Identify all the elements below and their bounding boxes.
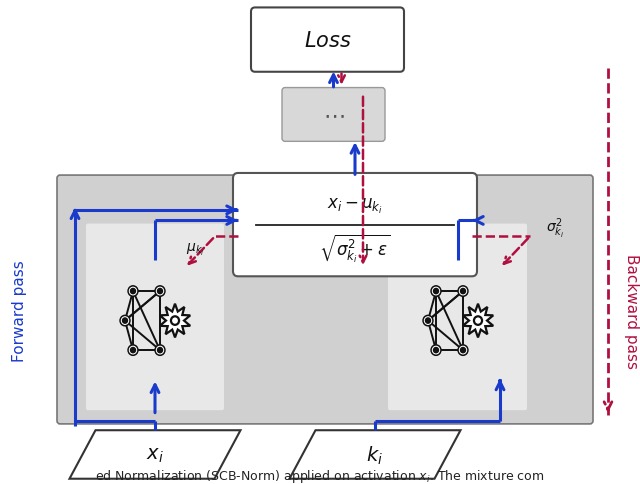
Circle shape <box>458 286 468 297</box>
Text: Forward pass: Forward pass <box>13 259 28 361</box>
Text: $\sigma^2_{k_i}$: $\sigma^2_{k_i}$ <box>546 216 564 241</box>
Polygon shape <box>463 304 493 338</box>
FancyBboxPatch shape <box>57 176 593 424</box>
Circle shape <box>423 316 433 326</box>
Circle shape <box>129 347 136 354</box>
Text: $k_i$: $k_i$ <box>367 443 383 466</box>
Circle shape <box>433 289 438 294</box>
Circle shape <box>433 347 440 354</box>
Circle shape <box>424 317 431 325</box>
Circle shape <box>458 345 468 356</box>
Circle shape <box>461 289 465 294</box>
Circle shape <box>431 345 441 356</box>
Circle shape <box>461 348 465 353</box>
Circle shape <box>122 318 127 323</box>
Circle shape <box>157 348 163 353</box>
FancyBboxPatch shape <box>251 8 404 73</box>
FancyBboxPatch shape <box>233 174 477 277</box>
Text: ed Normalization (SCB-Norm) applied on activation $x_i$. The mixture com: ed Normalization (SCB-Norm) applied on a… <box>95 467 545 484</box>
Circle shape <box>460 288 467 295</box>
Circle shape <box>155 345 165 356</box>
FancyBboxPatch shape <box>388 224 527 410</box>
Circle shape <box>433 348 438 353</box>
Circle shape <box>171 317 179 325</box>
Text: Backward pass: Backward pass <box>625 253 639 368</box>
Circle shape <box>120 316 130 326</box>
Circle shape <box>157 288 163 295</box>
Polygon shape <box>289 430 461 479</box>
Circle shape <box>128 345 138 356</box>
Circle shape <box>122 317 129 325</box>
Circle shape <box>155 286 165 297</box>
FancyBboxPatch shape <box>86 224 224 410</box>
Circle shape <box>426 318 431 323</box>
Text: $x_i$: $x_i$ <box>146 445 164 464</box>
Circle shape <box>474 317 482 325</box>
Text: $\cdots$: $\cdots$ <box>323 105 344 125</box>
Circle shape <box>460 347 467 354</box>
Polygon shape <box>70 430 241 479</box>
Circle shape <box>128 286 138 297</box>
Circle shape <box>157 289 163 294</box>
Text: $x_i - \mu_{k_i}$: $x_i - \mu_{k_i}$ <box>327 197 383 216</box>
Text: $\mathit{Loss}$: $\mathit{Loss}$ <box>303 30 351 50</box>
Circle shape <box>129 288 136 295</box>
Circle shape <box>157 347 163 354</box>
Circle shape <box>433 288 440 295</box>
Text: $\sqrt{\sigma^2_{k_i} + \epsilon}$: $\sqrt{\sigma^2_{k_i} + \epsilon}$ <box>319 232 390 265</box>
Circle shape <box>131 348 136 353</box>
FancyBboxPatch shape <box>282 89 385 142</box>
Circle shape <box>131 289 136 294</box>
Circle shape <box>431 286 441 297</box>
Text: $\mu_{k_i}$: $\mu_{k_i}$ <box>186 242 204 257</box>
Polygon shape <box>160 304 190 338</box>
